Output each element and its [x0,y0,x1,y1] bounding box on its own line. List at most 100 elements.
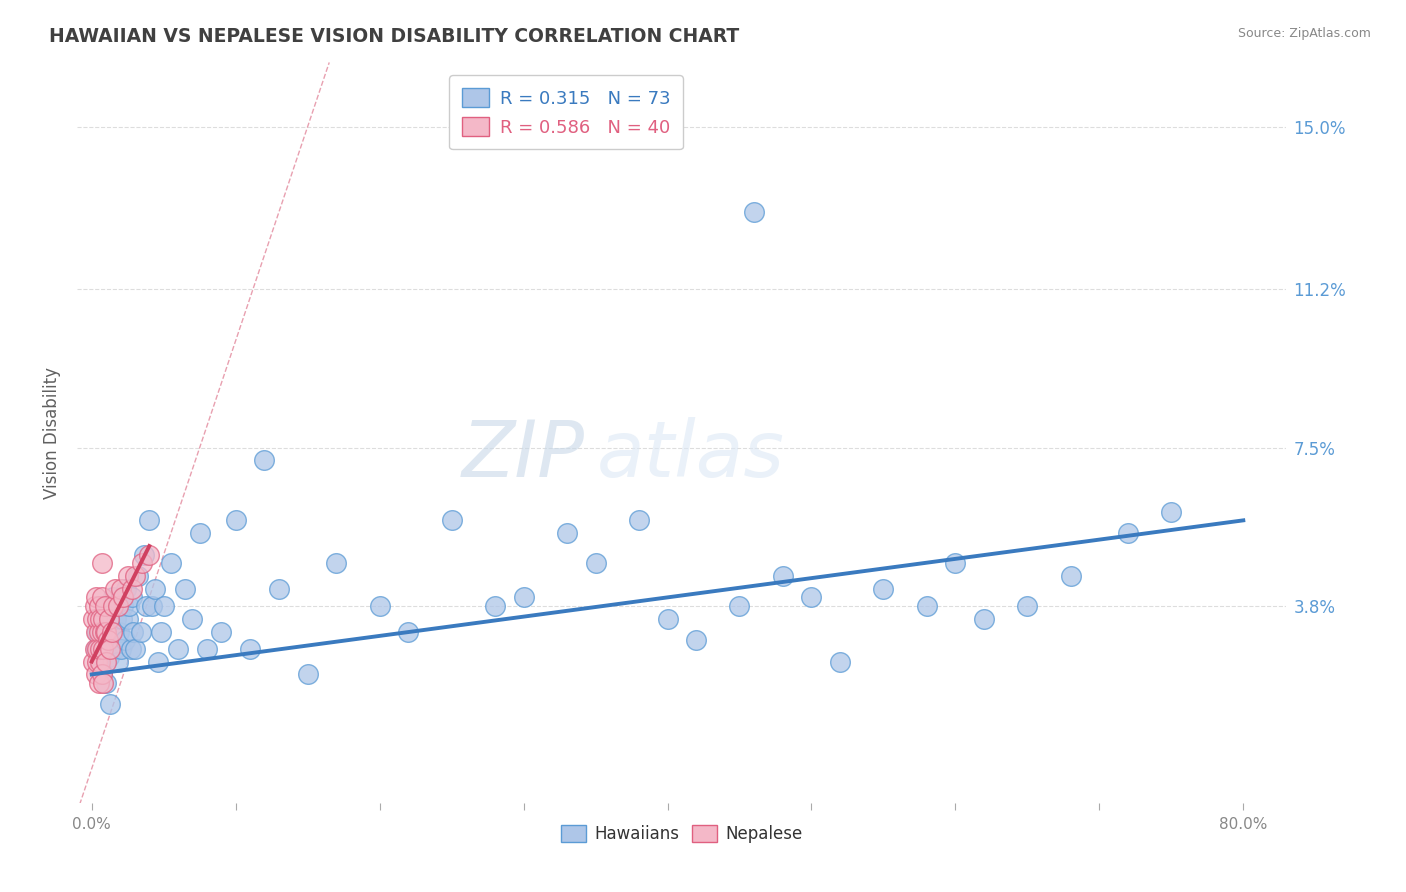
Point [84,591,107,605]
Point [90,667,112,681]
Point [396,624,419,639]
Point [103,591,125,605]
Point [110,582,132,596]
Point [121,591,143,605]
Point [86,612,108,626]
Point [87,655,110,669]
Point [87,599,110,613]
Point [325,556,347,570]
Point [112,599,135,613]
Point [90,556,112,570]
Point [124,641,146,656]
Point [121,582,143,596]
Point [129,624,152,639]
Point [87,624,110,639]
Point [104,641,127,656]
Point [84,624,107,639]
Point [110,641,132,656]
Point [86,655,108,669]
Point [253,453,276,467]
Point [225,513,247,527]
Point [1017,599,1039,613]
Point [82,655,104,669]
Y-axis label: Vision Disability: Vision Disability [44,367,62,499]
Point [100,698,122,712]
Point [91,676,114,690]
Point [101,624,124,639]
Point [585,556,607,570]
Point [830,655,852,669]
Legend: Hawaiians, Nepalese: Hawaiians, Nepalese [554,819,810,850]
Point [124,569,146,583]
Point [114,633,136,648]
Point [657,612,679,626]
Point [872,582,894,596]
Point [742,205,765,219]
Point [105,612,128,626]
Point [728,599,751,613]
Point [297,667,319,681]
Point [90,624,112,639]
Point [82,612,104,626]
Point [152,599,174,613]
Point [141,599,163,613]
Text: Source: ZipAtlas.com: Source: ZipAtlas.com [1237,27,1371,40]
Point [83,599,105,613]
Point [107,655,129,669]
Point [239,641,262,656]
Point [1059,569,1081,583]
Point [89,655,111,669]
Point [555,526,578,541]
Point [167,641,190,656]
Point [91,641,114,656]
Text: atlas: atlas [598,417,785,493]
Point [112,591,135,605]
Point [96,633,118,648]
Point [87,676,110,690]
Point [973,612,995,626]
Point [181,612,204,626]
Point [91,612,114,626]
Point [685,633,707,648]
Point [174,582,197,596]
Point [146,655,169,669]
Point [84,641,107,656]
Point [1160,505,1182,519]
Point [132,548,155,562]
Point [772,569,794,583]
Text: HAWAIIAN VS NEPALESE VISION DISABILITY CORRELATION CHART: HAWAIIAN VS NEPALESE VISION DISABILITY C… [49,27,740,45]
Point [915,599,938,613]
Point [103,599,125,613]
Point [127,569,149,583]
Point [107,599,129,613]
Point [100,641,122,656]
Point [89,633,111,648]
Point [209,624,232,639]
Point [86,624,108,639]
Point [117,569,139,583]
Point [89,612,111,626]
Point [84,667,107,681]
Point [800,591,823,605]
Point [484,599,506,613]
Point [120,641,142,656]
Point [440,513,463,527]
Point [98,650,121,665]
Point [138,548,160,562]
Point [94,655,117,669]
Point [135,599,157,613]
Point [117,612,139,626]
Point [94,676,117,690]
Point [122,624,145,639]
Point [149,624,172,639]
Point [131,556,153,570]
Point [101,624,124,639]
Point [118,599,141,613]
Point [267,582,290,596]
Point [111,612,134,626]
Point [188,526,211,541]
Point [96,633,118,648]
Point [90,591,112,605]
Point [86,641,108,656]
Point [1116,526,1139,541]
